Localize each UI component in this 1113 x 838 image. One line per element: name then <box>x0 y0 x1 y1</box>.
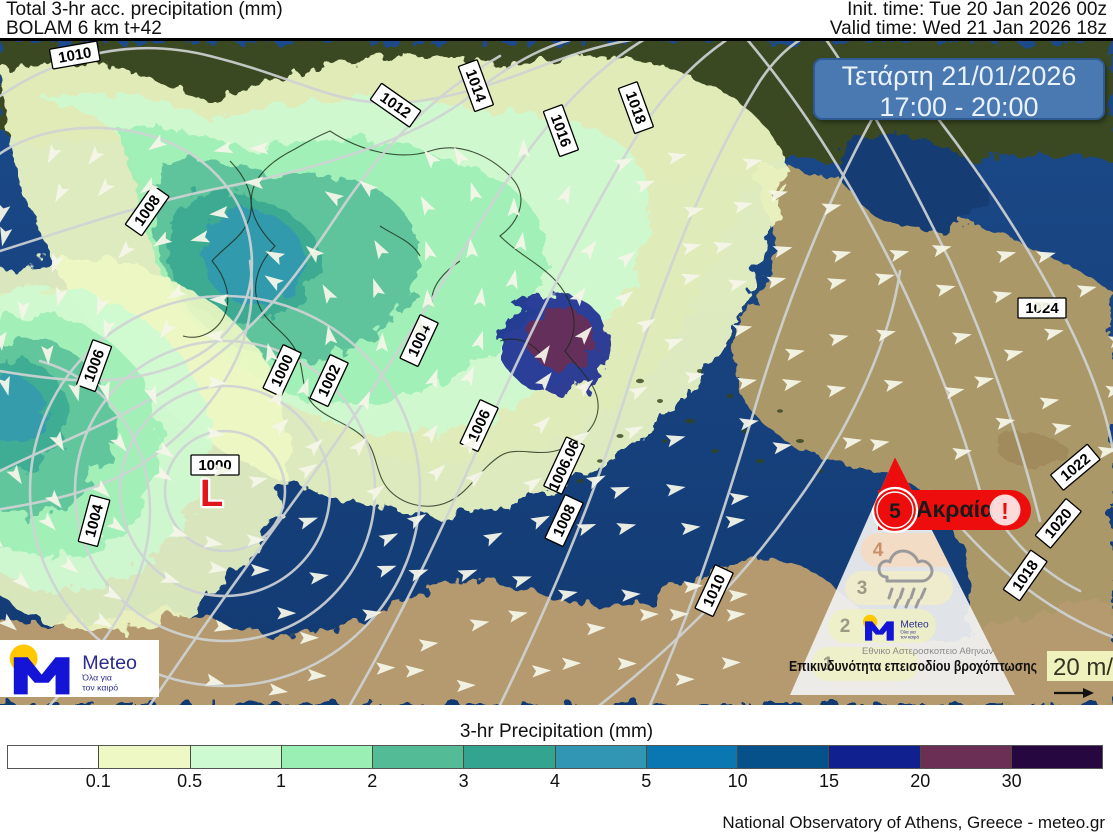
svg-text:L: L <box>200 473 223 515</box>
